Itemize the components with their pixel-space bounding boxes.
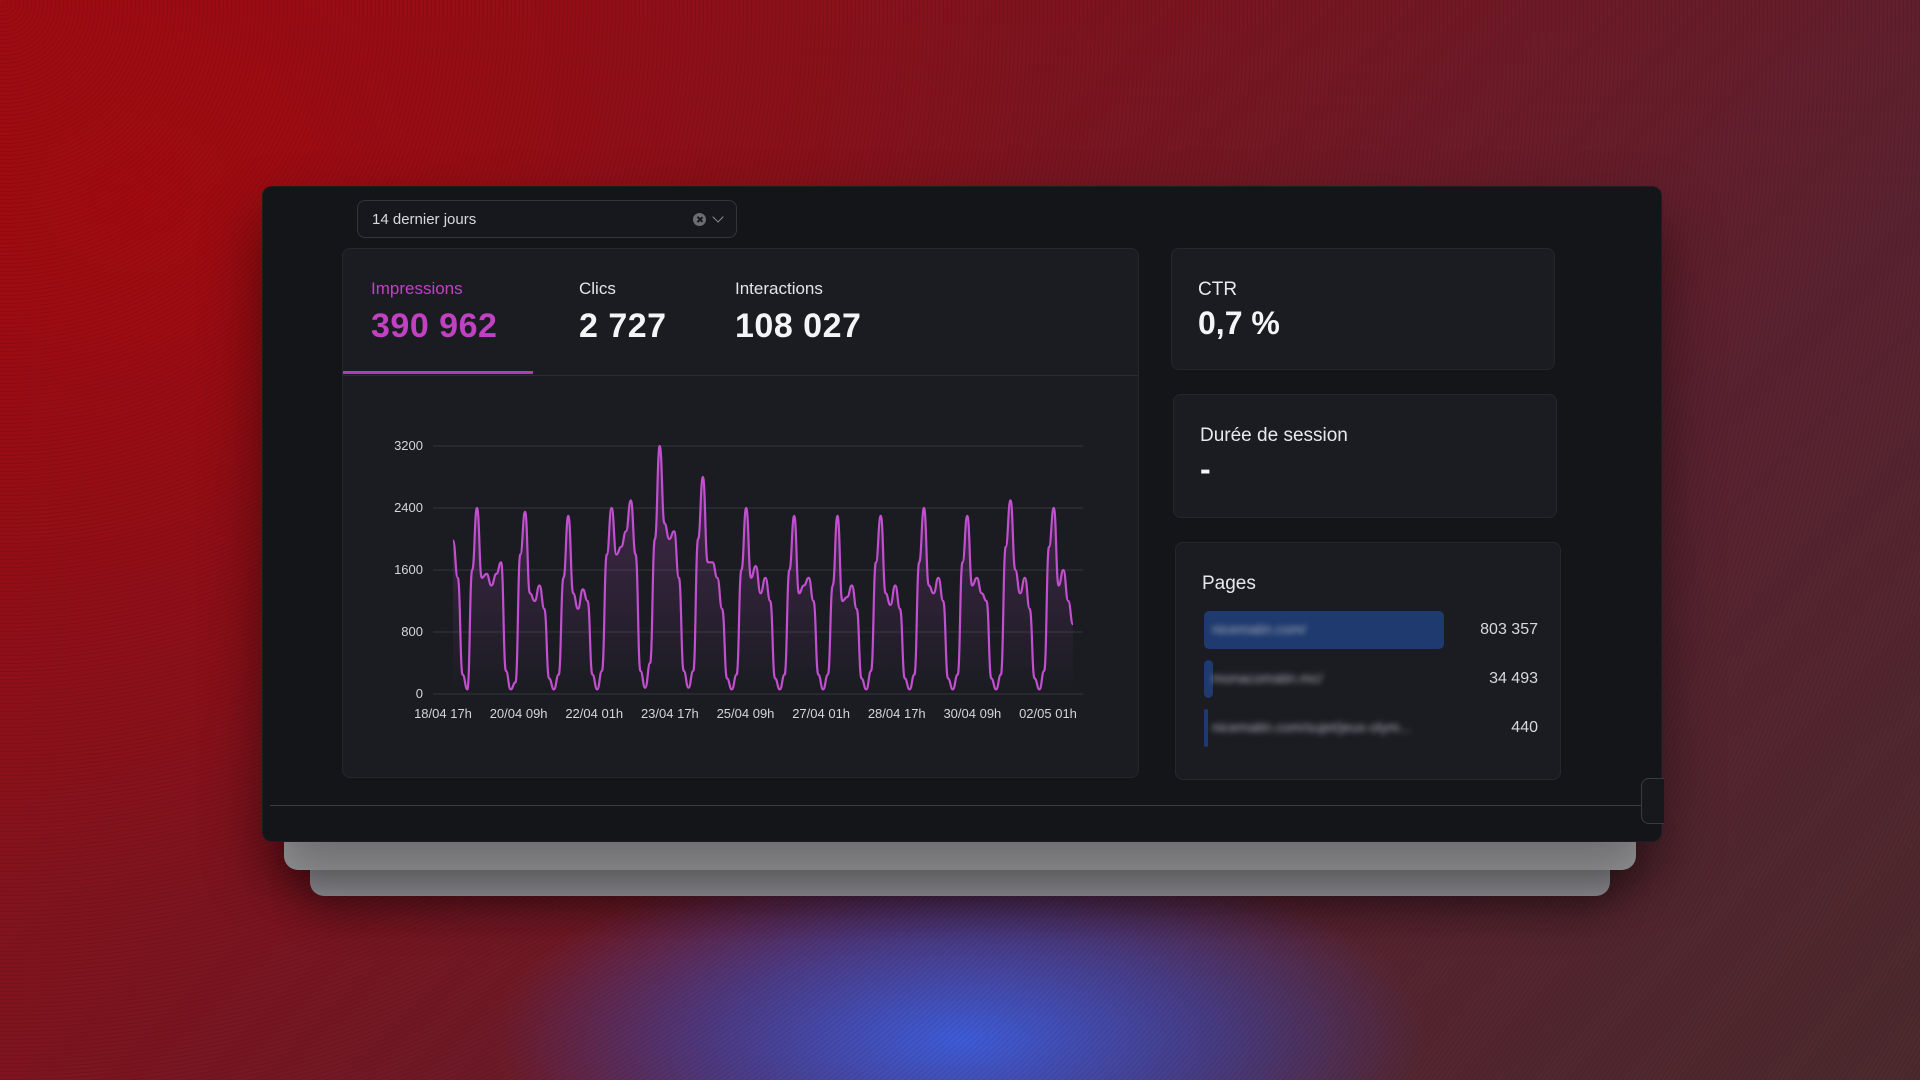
- session-title: Durée de session: [1200, 425, 1348, 446]
- page-url: nicematin.com/: [1212, 621, 1307, 637]
- page-count: 803 357: [1480, 621, 1538, 638]
- page-row[interactable]: nicematin.com/sujet/jeux-olym... 440: [1204, 709, 1538, 747]
- tab-impressions[interactable]: Impressions 390 962: [371, 279, 497, 346]
- page-share-bar: [1204, 660, 1213, 698]
- date-range-select[interactable]: 14 dernier jours: [357, 200, 737, 238]
- y-tick-label: 800: [401, 624, 423, 639]
- y-tick-label: 1600: [394, 562, 423, 577]
- x-tick-label: 20/04 09h: [490, 706, 548, 721]
- window-divider: [270, 805, 1654, 806]
- date-range-value: 14 dernier jours: [372, 210, 477, 228]
- tab-interactions[interactable]: Interactions 108 027: [735, 279, 861, 346]
- y-tick-label: 3200: [394, 438, 423, 453]
- x-tick-label: 25/04 09h: [717, 706, 775, 721]
- session-value: -: [1200, 451, 1211, 487]
- page-url: monacomatin.mc/: [1212, 670, 1323, 686]
- x-tick-label: 18/04 17h: [414, 706, 472, 721]
- page-row[interactable]: nicematin.com/ 803 357: [1204, 611, 1538, 649]
- tab-label: Impressions: [371, 279, 463, 298]
- tab-value: 390 962: [371, 307, 498, 345]
- x-tick-label: 23/04 17h: [641, 706, 699, 721]
- ctr-value: 0,7 %: [1198, 305, 1280, 341]
- filter-icons: [693, 211, 724, 226]
- x-tick-label: 28/04 17h: [868, 706, 926, 721]
- page-row[interactable]: monacomatin.mc/ 34 493: [1204, 660, 1538, 698]
- series-line: [451, 444, 1075, 691]
- ctr-card: CTR 0,7 %: [1171, 248, 1555, 370]
- page-url: nicematin.com/sujet/jeux-olym...: [1212, 719, 1412, 735]
- page-share-bar: [1204, 611, 1444, 649]
- ctr-title: CTR: [1198, 279, 1238, 300]
- x-tick-label: 27/04 01h: [792, 706, 850, 721]
- x-tick-label: 30/04 09h: [943, 706, 1001, 721]
- series-area: [453, 446, 1073, 694]
- tab-label: Clics: [579, 279, 616, 298]
- tab-label: Interactions: [735, 279, 823, 298]
- y-tick-label: 2400: [394, 500, 423, 515]
- x-tick-label: 02/05 01h: [1019, 706, 1077, 721]
- page-count: 34 493: [1489, 670, 1538, 687]
- tab-clics[interactable]: Clics 2 727: [579, 279, 667, 346]
- pages-title: Pages: [1202, 573, 1256, 594]
- clear-icon[interactable]: [693, 212, 706, 226]
- tab-value: 108 027: [735, 307, 862, 345]
- session-duration-card: Durée de session -: [1173, 394, 1557, 518]
- side-handle[interactable]: [1641, 778, 1664, 824]
- pages-card: Pages nicematin.com/ 803 357 monacomatin…: [1175, 542, 1561, 780]
- x-tick-label: 22/04 01h: [565, 706, 623, 721]
- page-share-bar: [1204, 709, 1208, 747]
- line-chart: 3200 2400 1600 800 0 18/04 17h 20/04 09h 22/04 …: [394, 438, 1083, 721]
- chart-container: 3200 2400 1600 800 0 18/04 17h 20/04 09h 22/04 …: [343, 376, 1140, 776]
- metric-tabs: Impressions 390 962 Clics 2 727 Interact…: [343, 249, 1138, 376]
- chevron-down-icon[interactable]: [712, 211, 724, 223]
- metrics-chart-card: Impressions 390 962 Clics 2 727 Interact…: [342, 248, 1139, 778]
- page-count: 440: [1511, 719, 1538, 736]
- dashboard-window: 14 dernier jours Impressions 390 962 Cli…: [262, 186, 1664, 842]
- tab-value: 2 727: [579, 307, 667, 345]
- y-tick-label: 0: [416, 686, 423, 701]
- active-tab-indicator: [343, 371, 533, 374]
